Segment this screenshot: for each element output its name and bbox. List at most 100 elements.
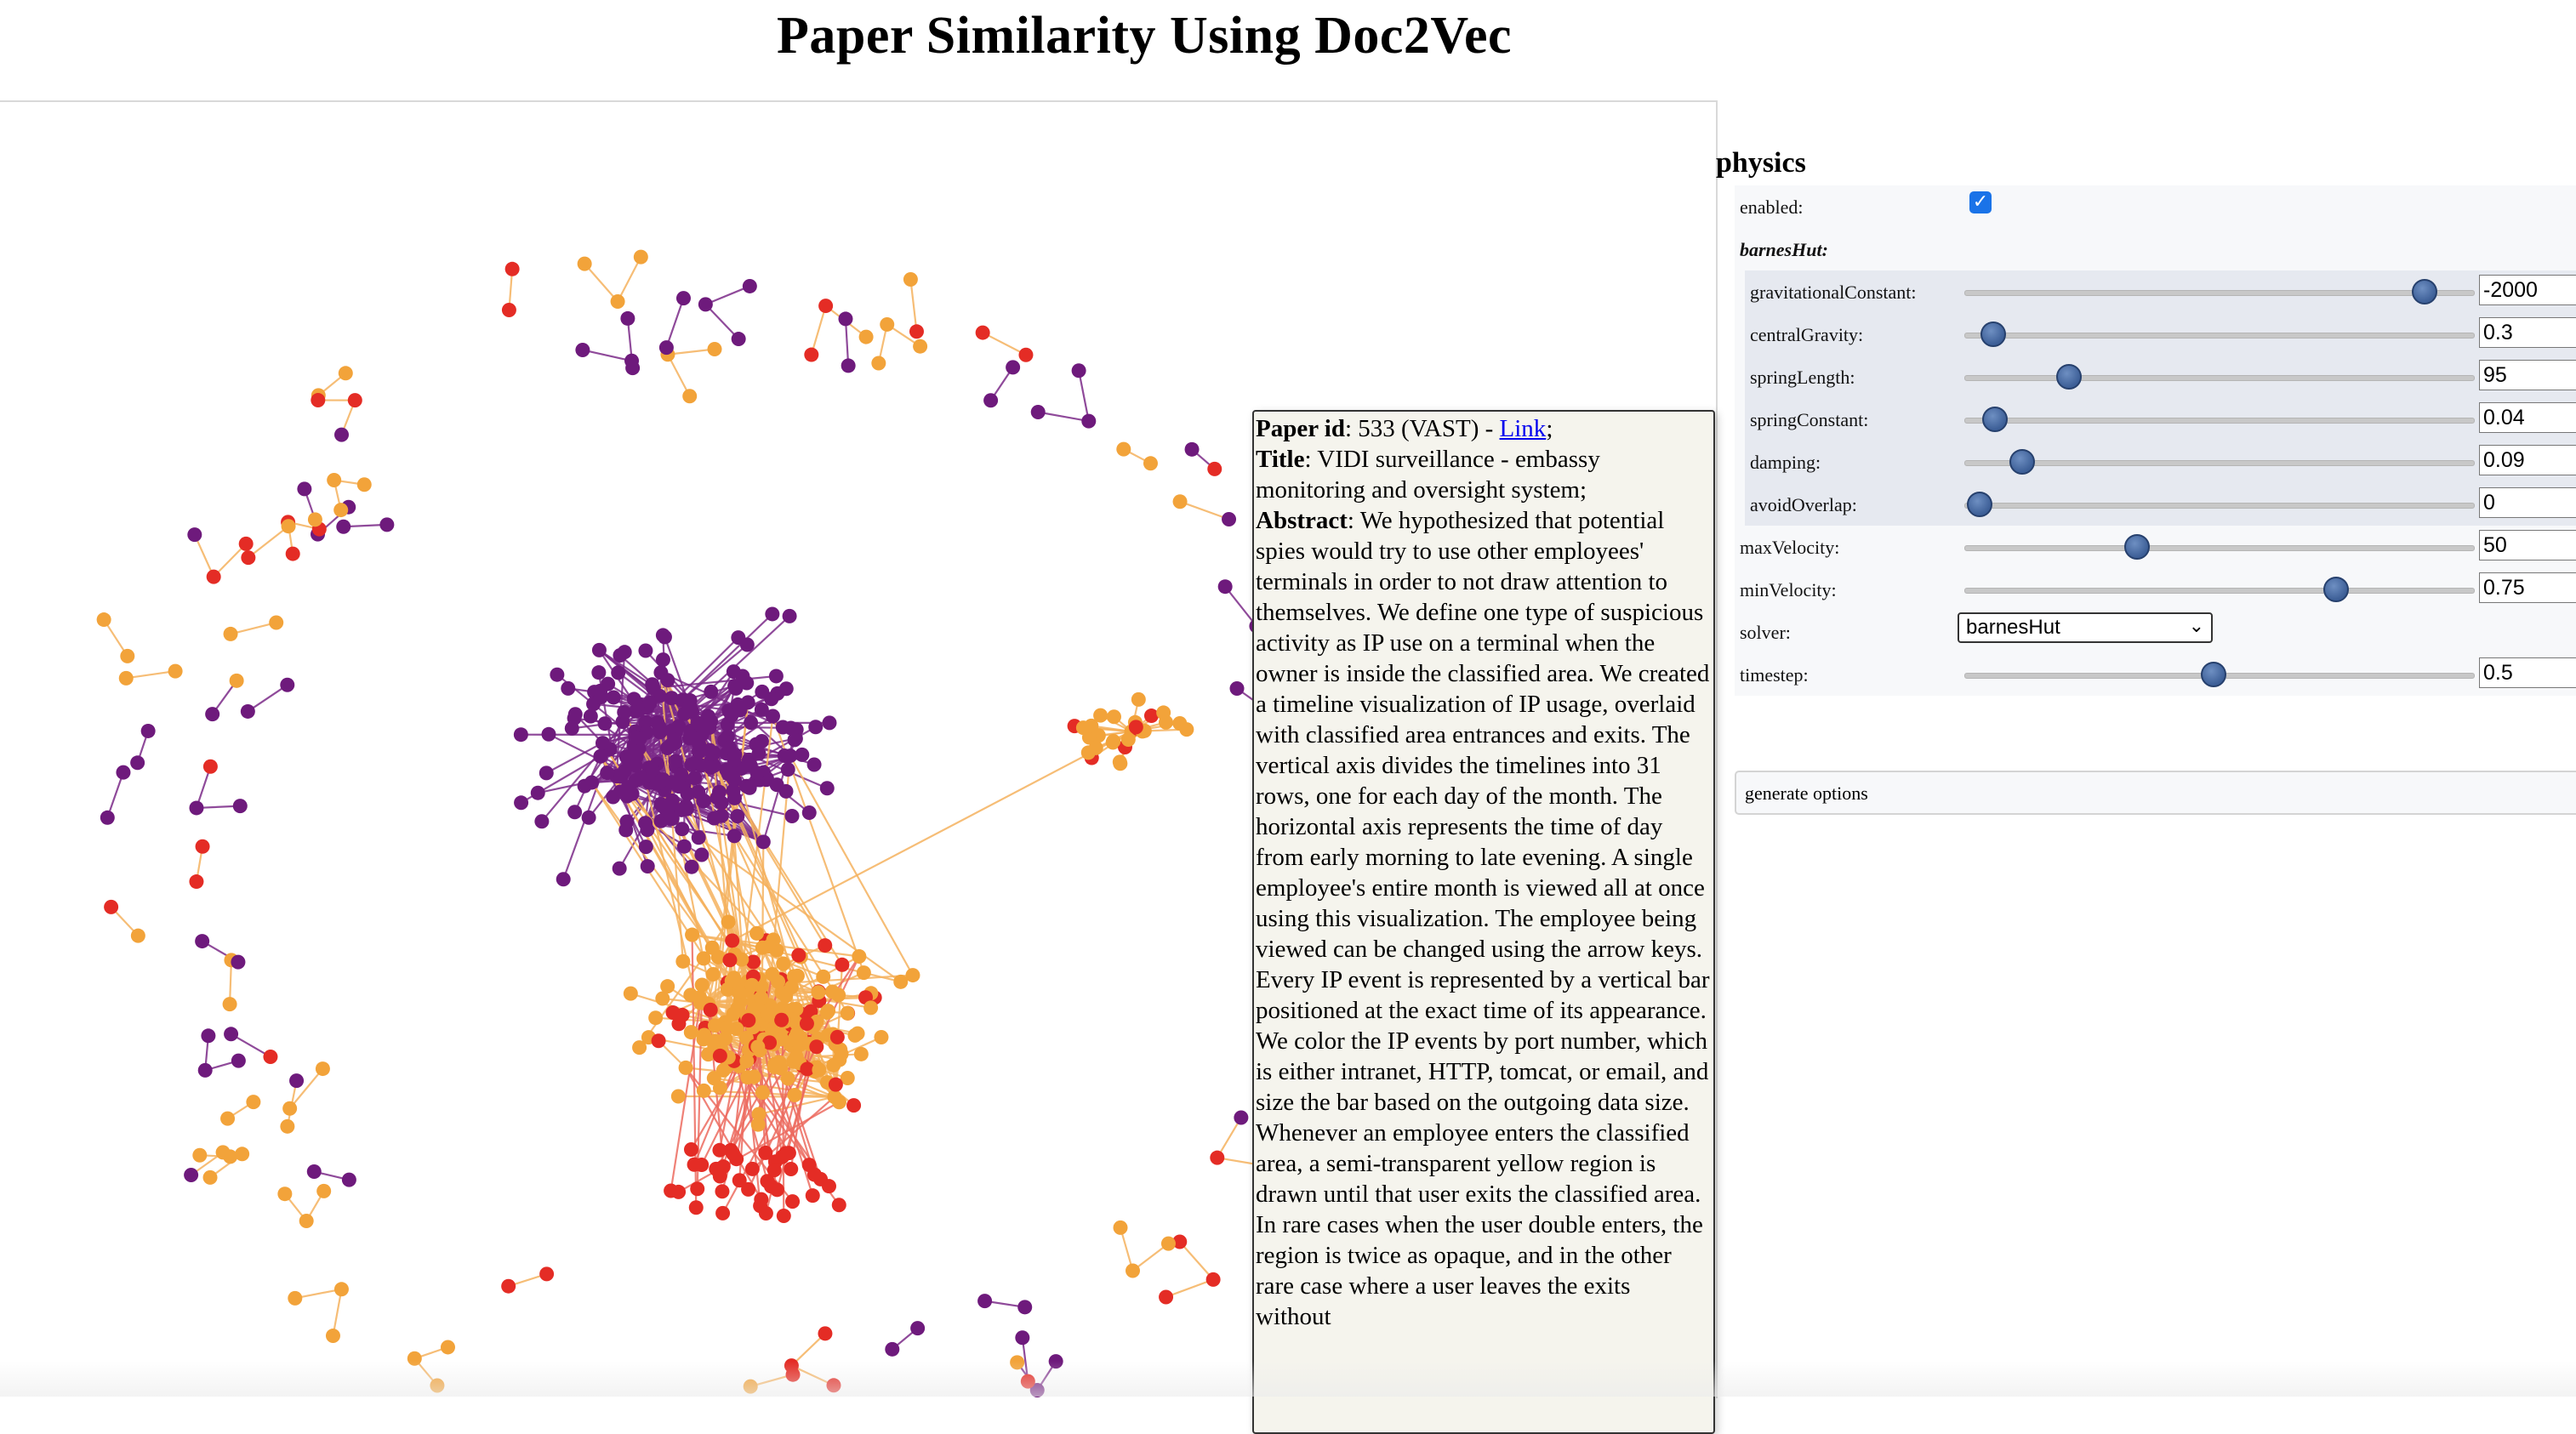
paper-node[interactable] [675, 954, 690, 969]
paper-node[interactable] [224, 1027, 238, 1041]
slider-value-input[interactable]: 0.3 [2479, 317, 2576, 348]
paper-node[interactable] [789, 1050, 804, 1064]
paper-node[interactable] [1173, 494, 1188, 509]
paper-node[interactable] [223, 997, 237, 1011]
paper-node[interactable] [550, 668, 564, 682]
paper-node[interactable] [514, 727, 528, 742]
paper-node[interactable] [203, 760, 218, 774]
paper-node[interactable] [334, 1282, 349, 1296]
paper-node[interactable] [671, 1089, 686, 1103]
paper-node[interactable] [825, 984, 840, 999]
generate-options-button[interactable]: generate options [1735, 771, 2576, 815]
slider-track[interactable] [1964, 545, 2475, 551]
paper-node[interactable] [620, 311, 635, 326]
paper-node[interactable] [712, 785, 727, 800]
paper-node[interactable] [289, 1073, 304, 1088]
paper-node[interactable] [334, 428, 349, 442]
slider-track[interactable] [1964, 333, 2475, 339]
paper-node[interactable] [784, 809, 799, 823]
paper-node[interactable] [766, 709, 780, 724]
paper-node[interactable] [744, 715, 758, 730]
paper-node[interactable] [709, 1162, 723, 1176]
paper-node[interactable] [628, 730, 642, 744]
paper-node[interactable] [280, 1119, 294, 1134]
slider-track[interactable] [1964, 503, 2475, 509]
slider-thumb[interactable] [1980, 322, 2006, 347]
paper-node[interactable] [756, 834, 771, 849]
paper-node[interactable] [983, 393, 998, 407]
paper-node[interactable] [818, 299, 833, 313]
paper-node[interactable] [704, 685, 718, 699]
slider-value-input[interactable]: 0.04 [2479, 402, 2576, 433]
paper-node[interactable] [682, 389, 697, 403]
paper-node[interactable] [812, 1062, 826, 1077]
paper-node[interactable] [596, 736, 610, 750]
paper-node[interactable] [800, 1016, 814, 1031]
paper-node[interactable] [755, 1085, 770, 1100]
paper-node[interactable] [765, 967, 779, 982]
paper-node[interactable] [859, 330, 874, 344]
paper-node[interactable] [684, 1025, 698, 1039]
paper-node[interactable] [698, 297, 713, 311]
paper-node[interactable] [184, 1168, 198, 1182]
paper-node[interactable] [838, 311, 852, 326]
paper-node[interactable] [727, 679, 742, 693]
paper-node[interactable] [617, 705, 631, 720]
paper-node[interactable] [286, 547, 300, 561]
paper-node[interactable] [639, 839, 653, 854]
slider-track[interactable] [1964, 375, 2475, 381]
paper-node[interactable] [697, 951, 711, 965]
paper-node[interactable] [624, 354, 639, 368]
paper-node[interactable] [652, 1033, 666, 1048]
paper-node[interactable] [728, 748, 743, 762]
paper-node[interactable] [804, 348, 818, 362]
slider-track[interactable] [1964, 418, 2475, 424]
slider-track[interactable] [1964, 290, 2475, 296]
paper-node[interactable] [327, 473, 341, 487]
paper-node[interactable] [706, 967, 721, 982]
paper-node[interactable] [441, 1340, 455, 1354]
paper-node[interactable] [759, 1206, 773, 1221]
paper-node[interactable] [774, 1013, 789, 1027]
paper-node[interactable] [187, 527, 202, 542]
paper-node[interactable] [659, 804, 674, 818]
paper-node[interactable] [749, 926, 764, 941]
paper-node[interactable] [689, 1200, 704, 1215]
paper-node[interactable] [613, 648, 627, 663]
paper-node[interactable] [1126, 1263, 1140, 1278]
paper-node[interactable] [606, 789, 620, 804]
paper-node[interactable] [593, 684, 607, 698]
slider-value-input[interactable]: -2000 [2479, 275, 2576, 305]
paper-node[interactable] [779, 681, 794, 696]
paper-node[interactable] [909, 324, 924, 339]
paper-node[interactable] [976, 326, 990, 340]
paper-node[interactable] [880, 317, 894, 332]
paper-node[interactable] [611, 665, 625, 680]
paper-node[interactable] [104, 900, 118, 914]
paper-node[interactable] [1121, 732, 1136, 747]
paper-node[interactable] [648, 1010, 663, 1025]
paper-node[interactable] [1006, 360, 1020, 374]
paper-node[interactable] [692, 990, 707, 1004]
paper-node[interactable] [531, 786, 545, 800]
paper-node[interactable] [502, 303, 516, 317]
paper-node[interactable] [707, 1071, 721, 1085]
paper-node[interactable] [282, 519, 296, 533]
paper-node[interactable] [600, 765, 614, 780]
paper-node[interactable] [743, 781, 757, 795]
paper-node[interactable] [575, 343, 590, 357]
paper-node[interactable] [777, 1209, 791, 1223]
paper-node[interactable] [505, 262, 520, 276]
paper-node[interactable] [1143, 456, 1158, 470]
paper-node[interactable] [235, 1147, 249, 1161]
paper-node[interactable] [671, 719, 686, 733]
paper-node[interactable] [192, 1148, 207, 1163]
timestep-input[interactable]: 0.5 [2479, 657, 2576, 688]
paper-node[interactable] [684, 1142, 698, 1157]
paper-node[interactable] [769, 669, 784, 683]
paper-node[interactable] [818, 938, 832, 953]
paper-node[interactable] [1072, 363, 1086, 378]
paper-node[interactable] [713, 1049, 727, 1063]
paper-node[interactable] [750, 765, 765, 780]
paper-node[interactable] [664, 691, 679, 705]
